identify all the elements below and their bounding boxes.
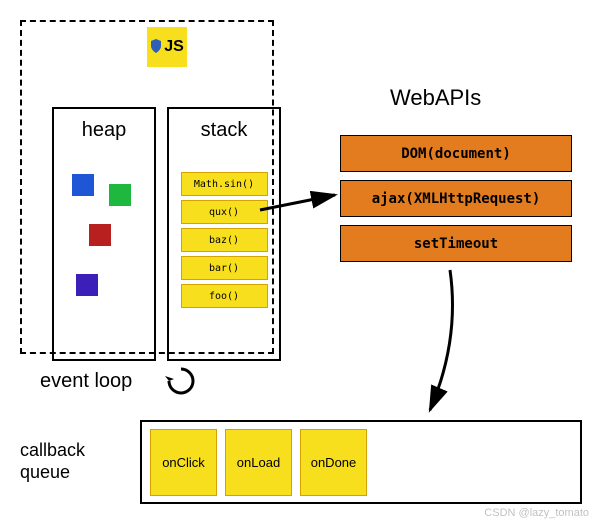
callback-queue: onClickonLoadonDone [140, 420, 582, 504]
event-loop-label: event loop [40, 370, 132, 393]
stack-frame: qux() [181, 200, 268, 224]
webapi-item: DOM(document) [340, 135, 572, 172]
js-badge-text: JS [164, 38, 184, 56]
heap-object [109, 184, 131, 206]
webapi-item: setTimeout [340, 225, 572, 262]
heap-box: heap [52, 107, 156, 361]
stack-frame: bar() [181, 256, 268, 280]
callback-queue-label: callbackqueue [20, 440, 85, 483]
callback-item: onDone [300, 429, 367, 496]
heap-object [76, 274, 98, 296]
stack-items: Math.sin() qux() baz() bar() foo() [169, 172, 279, 308]
shield-icon [150, 39, 162, 56]
webapi-item: ajax(XMLHttpRequest) [340, 180, 572, 217]
js-container: JS heap stack Math.sin()qux()baz()bar()f… [20, 20, 274, 354]
callback-item: onClick [150, 429, 217, 496]
callback-item: onLoad [225, 429, 292, 496]
stack-frame: baz() [181, 228, 268, 252]
stack-frame: Math.sin() [181, 172, 268, 196]
stack-label: stack [169, 119, 279, 142]
stack-frame: foo() [181, 284, 268, 308]
stack-box: stack Math.sin() qux() baz() bar() foo() [167, 107, 281, 361]
heap-object [89, 224, 111, 246]
loop-icon [165, 365, 197, 402]
heap-label: heap [54, 119, 154, 142]
webapis-label: WebAPIs [390, 85, 481, 111]
heap-object [72, 174, 94, 196]
js-badge: JS [147, 27, 187, 67]
watermark: CSDN @lazy_tomato [484, 507, 589, 519]
